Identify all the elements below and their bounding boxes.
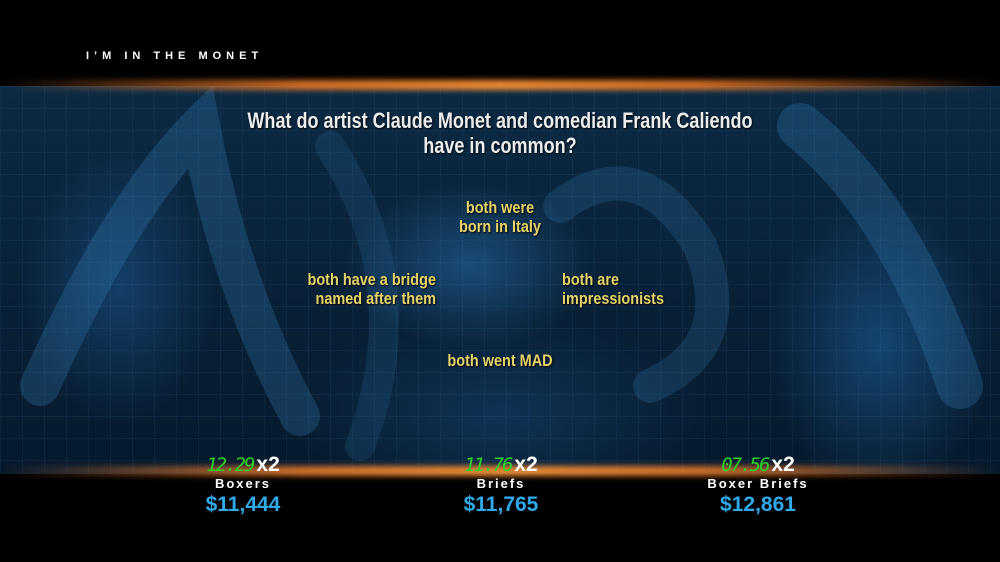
player-2-timer: 11.76 bbox=[464, 454, 513, 476]
player-1-score: $11,444 bbox=[205, 493, 281, 516]
player-1-timer: 12.29 bbox=[206, 454, 255, 476]
answer-right[interactable]: both are impressionists bbox=[562, 270, 732, 308]
background-grid bbox=[0, 86, 1000, 474]
answer-left-line1: both have a bridge bbox=[307, 270, 436, 289]
player-2-name: Briefs bbox=[476, 476, 526, 491]
answer-left[interactable]: both have a bridge named after them bbox=[266, 270, 436, 308]
player-panel-1: 12.29 x2 Boxers $11,444 bbox=[143, 452, 343, 517]
answer-top-line2: born in Italy bbox=[459, 217, 541, 236]
player-panel-2: 11.76 x2 Briefs $11,765 bbox=[401, 452, 601, 517]
player-1-multiplier: x2 bbox=[256, 453, 280, 476]
category-title: I’M IN THE MONET bbox=[86, 50, 264, 62]
question-text: What do artist Claude Monet and comedian… bbox=[247, 108, 753, 158]
answer-right-line1: both are bbox=[562, 270, 620, 289]
player-2-score: $11,765 bbox=[463, 493, 539, 516]
player-1-name: Boxers bbox=[214, 476, 272, 491]
background-swirls bbox=[20, 86, 983, 461]
player-3-timer-line: 07.56 x2 bbox=[658, 452, 858, 478]
background-panel bbox=[0, 86, 1000, 474]
player-2-multiplier: x2 bbox=[514, 453, 538, 476]
answer-bottom[interactable]: both went MAD bbox=[415, 351, 585, 370]
answer-bottom-line1: both went MAD bbox=[447, 351, 553, 370]
player-1-timer-line: 12.29 x2 bbox=[143, 452, 343, 478]
player-2-timer-line: 11.76 x2 bbox=[401, 452, 601, 478]
player-3-multiplier: x2 bbox=[771, 453, 795, 476]
top-banner bbox=[0, 0, 1000, 86]
bottom-banner bbox=[0, 474, 1000, 562]
player-panel-3: 07.56 x2 Boxer Briefs $12,861 bbox=[658, 452, 858, 517]
top-glow-divider bbox=[0, 80, 1000, 90]
answer-right-line2: impressionists bbox=[562, 289, 664, 308]
player-3-timer: 07.56 bbox=[721, 454, 770, 476]
bottom-glow-divider bbox=[0, 466, 1000, 476]
answer-top-line1: both were bbox=[465, 198, 535, 217]
answer-left-line2: named after them bbox=[315, 289, 436, 308]
player-3-name: Boxer Briefs bbox=[707, 476, 809, 491]
answer-top[interactable]: both were born in Italy bbox=[415, 198, 585, 236]
player-3-score: $12,861 bbox=[720, 493, 796, 516]
